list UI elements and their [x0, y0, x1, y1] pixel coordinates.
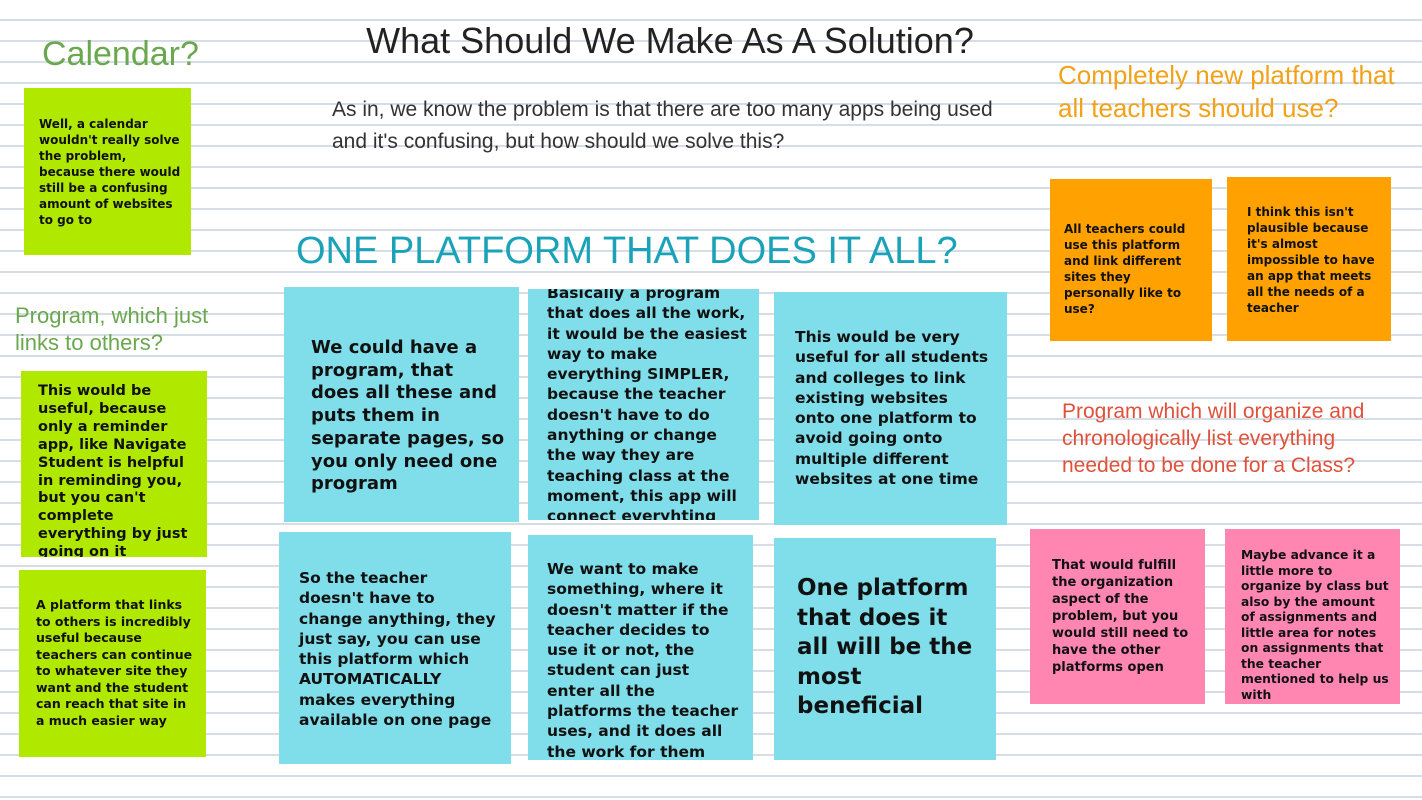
- note-text: We want to make something, where it does…: [547, 560, 739, 760]
- sticky-note[interactable]: We could have a program, that does all t…: [284, 287, 519, 522]
- note-text: Well, a calendar wouldn't really solve t…: [39, 117, 181, 227]
- center-heading: ONE PLATFORM THAT DOES IT ALL?: [296, 230, 958, 272]
- sticky-note[interactable]: I think this isn't plausible because it'…: [1227, 177, 1391, 341]
- calendar-heading: Calendar?: [42, 35, 199, 73]
- note-text: Maybe advance it a little more to organi…: [1241, 548, 1389, 702]
- sticky-note[interactable]: A platform that links to others is incre…: [19, 570, 206, 757]
- sticky-note[interactable]: Maybe advance it a little more to organi…: [1225, 529, 1400, 704]
- note-text: All teachers could use this platform and…: [1064, 222, 1186, 316]
- note-text: One platform that does it all will be th…: [797, 575, 973, 719]
- sticky-note[interactable]: Basically a program that does all the wo…: [528, 289, 759, 520]
- note-text: This would be useful, because only a rem…: [38, 383, 188, 557]
- program-links-heading: Program, which just links to others?: [15, 303, 209, 355]
- note-text: Basically a program that does all the wo…: [547, 289, 747, 520]
- sticky-note[interactable]: Well, a calendar wouldn't really solve t…: [24, 88, 191, 255]
- note-text: This would be very useful for all studen…: [795, 328, 989, 489]
- sticky-note[interactable]: All teachers could use this platform and…: [1050, 179, 1212, 341]
- sticky-note[interactable]: So the teacher doesn't have to change an…: [279, 532, 511, 764]
- note-text: A platform that links to others is incre…: [36, 597, 193, 728]
- sticky-note[interactable]: This would be very useful for all studen…: [774, 292, 1007, 525]
- page-title: What Should We Make As A Solution?: [366, 20, 974, 61]
- page-subtitle: As in, we know the problem is that there…: [332, 98, 993, 153]
- note-text: I think this isn't plausible because it'…: [1247, 205, 1375, 315]
- sticky-note[interactable]: That would fulfill the organization aspe…: [1030, 529, 1205, 704]
- sticky-note[interactable]: One platform that does it all will be th…: [774, 538, 996, 760]
- sticky-note[interactable]: We want to make something, where it does…: [528, 535, 753, 760]
- organize-heading: Program which will organize and chronolo…: [1062, 400, 1365, 477]
- sticky-note[interactable]: This would be useful, because only a rem…: [21, 371, 207, 557]
- note-text: We could have a program, that does all t…: [311, 337, 505, 495]
- new-platform-heading: Completely new platform that all teacher…: [1058, 60, 1395, 123]
- note-text: That would fulfill the organization aspe…: [1052, 558, 1189, 675]
- note-text: So the teacher doesn't have to change an…: [299, 569, 496, 730]
